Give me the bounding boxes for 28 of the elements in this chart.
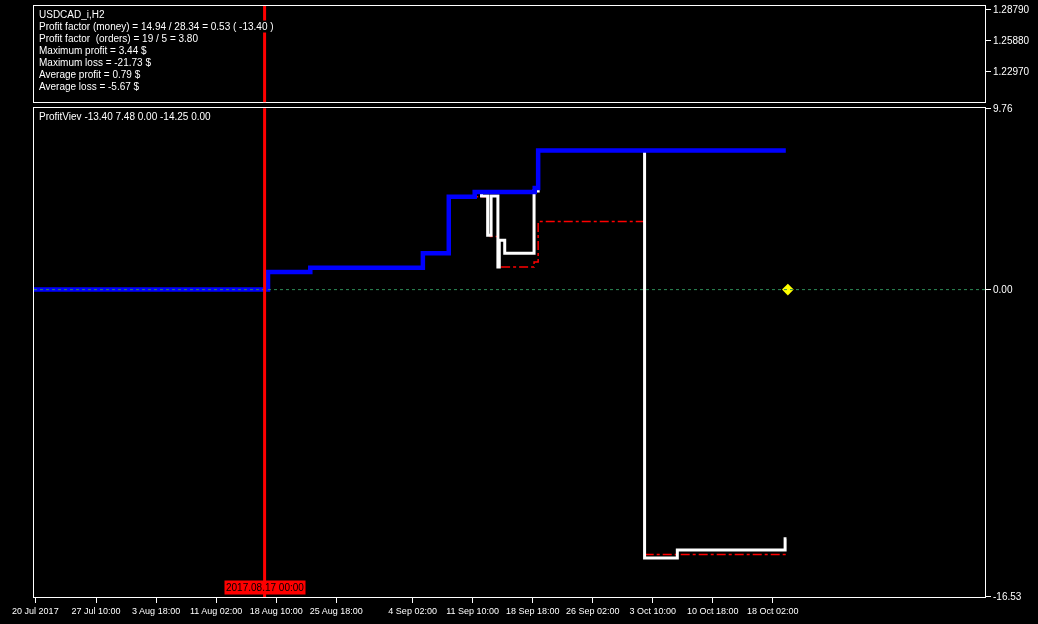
x-tick-label: 11 Aug 02:00 [189, 605, 243, 616]
x-tick-label: 18 Sep 18:00 [505, 605, 560, 616]
annotation: Maximum loss = -21.73 $ [39, 57, 152, 68]
annotation: Profit factor (money) = 14.94 / 28.34 = 0.53 ( -13.40 ) [39, 21, 274, 32]
y-tick-label: 9.76 [993, 102, 1013, 114]
x-tick-label: 10 Oct 18:00 [687, 605, 739, 616]
x-tick-label: 3 Oct 10:00 [629, 605, 677, 616]
chart-title: USDCAD_i,H2 [39, 9, 106, 20]
x-tick-label: 20 Jul 2017 [12, 605, 59, 616]
ref-line-label: 2017.08.17 00:00 [226, 582, 305, 593]
x-tick-label: 25 Aug 18:00 [309, 605, 363, 616]
x-tick-label: 11 Sep 10:00 [446, 605, 500, 616]
x-tick-label: 4 Sep 02:00 [388, 605, 437, 616]
x-tick-label: 3 Aug 18:00 [132, 605, 181, 616]
annotation: Average loss = -5.67 $ [39, 81, 140, 92]
y-tick-label: 1.25880 [993, 35, 1030, 47]
annotation: Maximum profit = 3.44 $ [39, 45, 147, 56]
x-tick-label: 27 Jul 10:00 [71, 605, 121, 616]
y-tick-label: 0.00 [993, 284, 1013, 296]
annotation: Profit factor (orders) = 19 / 5 = 3.80 [39, 33, 199, 44]
annotation: Average profit = 0.79 $ [39, 69, 141, 80]
chart-title: ProfitViev -13.40 7.48 0.00 -14.25 0.00 [39, 111, 212, 122]
y-tick-label: -16.53 [993, 591, 1022, 603]
y-tick-label: 1.22970 [993, 66, 1030, 78]
x-tick-label: 26 Sep 02:00 [565, 605, 620, 616]
x-tick-label: 18 Aug 10:00 [249, 605, 303, 616]
x-tick-label: 18 Oct 02:00 [747, 605, 799, 616]
y-tick-label: 1.28790 [993, 4, 1030, 16]
